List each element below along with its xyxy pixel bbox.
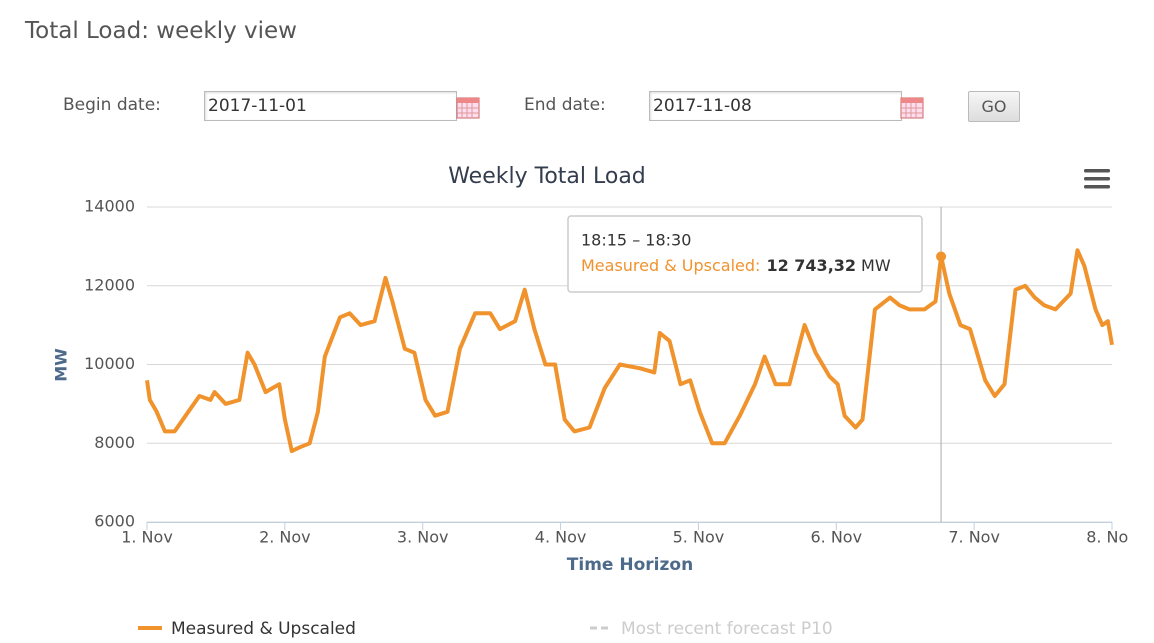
y-axis-title: MW <box>52 348 71 382</box>
begin-date-label: Begin date: <box>63 95 161 115</box>
go-button[interactable]: GO <box>968 91 1020 122</box>
end-date-input[interactable]: 2017-11-08 <box>649 91 902 121</box>
menu-button[interactable] <box>1084 169 1110 189</box>
chart: Weekly Total Load MW Time Horizon 6000 80… <box>52 164 1129 639</box>
legend-label[interactable]: Most recent forecast P10 <box>621 619 833 639</box>
x-tick-label: 1. Nov <box>121 528 173 547</box>
x-tick-label: 5. Nov <box>673 528 725 547</box>
x-tick-label: 7. Nov <box>948 528 1000 547</box>
x-tick-label: 2. Nov <box>259 528 311 547</box>
page-title: Total Load: weekly view <box>25 18 297 44</box>
chart-title: Weekly Total Load <box>448 164 646 189</box>
tooltip-unit: MW <box>861 256 891 275</box>
hover-point <box>936 251 947 262</box>
calendar-icon[interactable] <box>900 96 924 120</box>
begin-date-input[interactable]: 2017-11-01 <box>204 91 457 121</box>
x-tick-label: 3. Nov <box>397 528 449 547</box>
x-axis-title: Time Horizon <box>567 555 693 575</box>
tooltip-value: 12 743,32 <box>766 256 856 275</box>
tooltip-line: Measured & Upscaled: 12 743,32 MW <box>581 256 891 275</box>
y-tick-label: 6000 <box>94 512 135 531</box>
tooltip-header: 18:15 – 18:30 <box>581 231 691 250</box>
tooltip: 18:15 – 18:30 Measured & Upscaled: 12 743,… <box>567 215 923 293</box>
tooltip-box <box>567 215 923 293</box>
y-tick-label: 10000 <box>84 354 135 373</box>
x-tick-label: 4. Nov <box>535 528 587 547</box>
y-tick-label: 12000 <box>84 275 135 294</box>
calendar-icon[interactable] <box>456 96 480 120</box>
tooltip-label: Measured & Upscaled: <box>581 256 760 275</box>
y-tick-label: 8000 <box>94 433 135 452</box>
y-tick-label: 14000 <box>84 197 135 216</box>
data-line <box>145 248 1114 454</box>
x-tick-label: 6. Nov <box>810 528 862 547</box>
legend-label[interactable]: Measured & Upscaled <box>171 619 356 639</box>
end-date-label: End date: <box>524 95 606 115</box>
x-tick-label: 8. Nov <box>1086 528 1128 547</box>
